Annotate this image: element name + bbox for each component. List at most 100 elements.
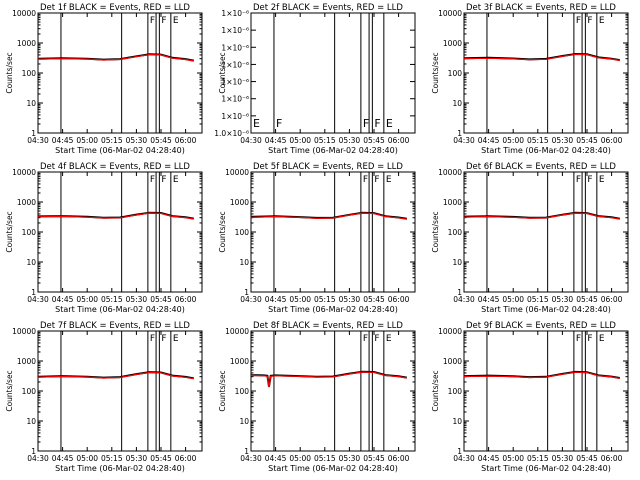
y-tick-label: 10000: [12, 327, 36, 336]
x-axis-label: Start Time (06-Mar-02 04:28:40): [268, 464, 398, 473]
x-tick-label: 06:00: [601, 136, 623, 145]
y-tick-label: 10: [26, 258, 36, 267]
y-tick-label: 1×10⁻⁶: [221, 112, 249, 121]
lld-series-line: [463, 53, 620, 62]
x-tick-label: 05:15: [527, 454, 549, 463]
flag-label: F: [363, 334, 368, 344]
x-tick-label: 05:30: [339, 295, 361, 304]
x-axis-label: Start Time (06-Mar-02 04:28:40): [55, 146, 185, 155]
flag-label: F: [150, 16, 155, 26]
x-tick-label: 04:45: [52, 454, 74, 463]
y-tick-label: 1: [244, 447, 249, 456]
y-axis-label: Counts/sec: [431, 211, 440, 252]
flag-label: F: [374, 175, 379, 185]
flag-label: F: [161, 16, 166, 26]
plot-frame: [463, 12, 629, 134]
x-tick-label: 06:00: [175, 136, 197, 145]
y-axis-label: Counts/sec: [431, 370, 440, 411]
x-tick-label: 06:00: [175, 454, 197, 463]
flag-label: E: [253, 117, 260, 130]
plot-frame: [463, 171, 629, 293]
plot-frame: [463, 330, 629, 452]
y-tick-label: 1000: [230, 357, 249, 366]
lld-series-line: [463, 371, 620, 379]
y-tick-label: 1000: [443, 198, 462, 207]
y-tick-label: 10000: [438, 168, 462, 177]
y-tick-label: 100: [448, 228, 463, 237]
x-tick-label: 04:30: [453, 136, 475, 145]
panel-title: Det 6f BLACK = Events, RED = LLD: [466, 162, 616, 172]
y-tick-label: 1: [244, 288, 249, 297]
x-tick-label: 04:30: [453, 295, 475, 304]
x-tick-label: 05:00: [76, 454, 98, 463]
lld-series-line: [37, 53, 194, 62]
y-tick-label: 1: [31, 447, 36, 456]
flag-label: F: [161, 175, 166, 185]
x-tick-label: 05:45: [150, 136, 172, 145]
flag-label: F: [150, 334, 155, 344]
x-tick-label: 05:00: [76, 295, 98, 304]
flag-label: E: [386, 175, 392, 185]
y-tick-label: 1×10⁻⁶: [221, 78, 249, 87]
x-axis-label: Start Time (06-Mar-02 04:28:40): [481, 305, 611, 314]
x-tick-label: 04:30: [240, 454, 262, 463]
x-tick-label: 05:00: [502, 454, 524, 463]
flag-label: F: [576, 16, 581, 26]
panel-det-3: Det 3f BLACK = Events, RED = LLD 04:30 04:…: [431, 3, 629, 155]
y-tick-label: 1: [457, 129, 462, 138]
flag-label: F: [276, 117, 282, 130]
flag-label: F: [587, 16, 592, 26]
x-tick-label: 04:30: [27, 295, 49, 304]
y-tick-label: 1000: [17, 357, 36, 366]
y-tick-label: 100: [448, 387, 463, 396]
y-tick-label: 100: [448, 69, 463, 78]
x-tick-label: 05:45: [150, 454, 172, 463]
panel-det-9: Det 9f BLACK = Events, RED = LLD 04:30 04:…: [431, 321, 629, 473]
y-tick-label: 1000: [17, 198, 36, 207]
x-tick-label: 05:15: [527, 295, 549, 304]
y-tick-label: 10000: [438, 9, 462, 18]
y-tick-label: 1.0×10⁻⁶: [214, 129, 249, 138]
x-tick-label: 05:00: [289, 454, 311, 463]
x-tick-label: 05:00: [289, 136, 311, 145]
y-tick-label: 10000: [12, 168, 36, 177]
flag-label: F: [374, 334, 379, 344]
x-tick-label: 05:15: [314, 454, 336, 463]
x-tick-label: 04:45: [478, 454, 500, 463]
x-tick-label: 05:15: [527, 136, 549, 145]
x-tick-label: 04:30: [27, 136, 49, 145]
plot-frame: [250, 12, 416, 134]
panel-det-7: Det 7f BLACK = Events, RED = LLD 04:30 04:…: [5, 321, 203, 473]
y-tick-label: 10000: [225, 168, 249, 177]
x-tick-label: 06:00: [601, 295, 623, 304]
panel-det-8: Det 8f BLACK = Events, RED = LLD 04:30 04:…: [218, 321, 416, 473]
x-tick-label: 05:30: [552, 454, 574, 463]
x-tick-label: 04:30: [240, 295, 262, 304]
x-tick-label: 05:15: [101, 295, 123, 304]
panel-det-6: Det 6f BLACK = Events, RED = LLD 04:30 04:…: [431, 162, 629, 314]
panel-title: Det 5f BLACK = Events, RED = LLD: [253, 162, 403, 172]
panel-title: Det 4f BLACK = Events, RED = LLD: [40, 162, 190, 172]
y-axis-label: Counts/sec: [5, 211, 14, 252]
x-tick-label: 06:00: [601, 454, 623, 463]
y-tick-label: 1: [31, 288, 36, 297]
y-tick-label: 1×10⁻⁶: [221, 95, 249, 104]
panel-det-5: Det 5f BLACK = Events, RED = LLD 04:30 04:…: [218, 162, 416, 314]
y-tick-label: 10: [452, 258, 462, 267]
flag-label: F: [150, 175, 155, 185]
x-tick-label: 05:45: [363, 136, 385, 145]
y-tick-label: 10: [452, 99, 462, 108]
y-axis-label: Counts/sec: [218, 211, 227, 252]
panel-det-1: Det 1f BLACK = Events, RED = LLD 04:30 04:…: [5, 3, 203, 155]
x-tick-label: 04:45: [478, 136, 500, 145]
plot-frame: [250, 171, 416, 293]
plot-frame: [37, 171, 203, 293]
x-tick-label: 05:45: [576, 136, 598, 145]
y-tick-label: 10: [452, 417, 462, 426]
flag-label: F: [161, 334, 166, 344]
x-tick-label: 06:00: [175, 295, 197, 304]
y-tick-label: 1×10⁻⁶: [221, 9, 249, 18]
y-tick-label: 100: [235, 387, 250, 396]
y-tick-label: 10000: [438, 327, 462, 336]
